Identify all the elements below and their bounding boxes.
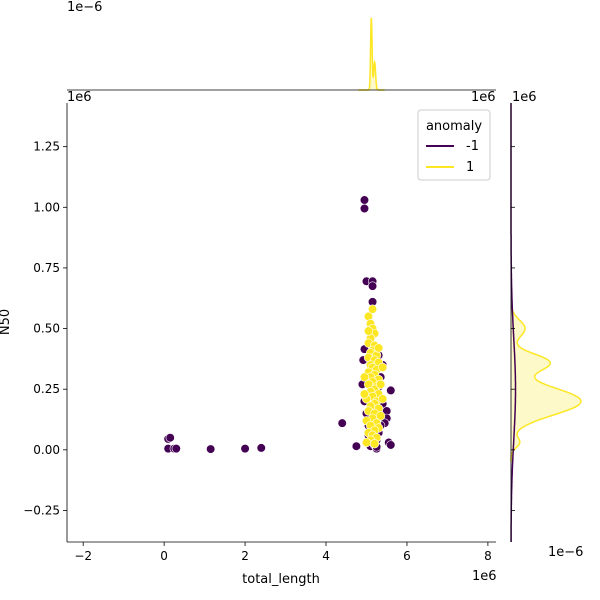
scatter-point-anomaly	[386, 440, 396, 450]
scatter-point-anomaly	[256, 443, 266, 453]
marginal-y-scale-label: 1e−6	[548, 545, 583, 560]
scatter-point-anomaly	[367, 281, 378, 291]
scatter-point-anomaly	[337, 418, 347, 428]
x-axis-label: total_length	[242, 572, 320, 587]
legend-label-anomaly: -1	[466, 139, 479, 154]
marginal-x-scale-label: 1e−6	[67, 0, 102, 15]
x-tick-label: 8	[484, 549, 492, 563]
y-tick-label: 0.25	[33, 382, 60, 396]
y-tick-label: 0.75	[33, 261, 60, 275]
scatter-point-normal	[376, 379, 386, 389]
x-scale-label: 1e6	[472, 569, 497, 584]
legend-label-normal: 1	[466, 160, 474, 175]
y-scale-label-right: 1e6	[471, 90, 496, 105]
scatter-point-anomaly	[206, 444, 216, 454]
scatter-point-normal	[374, 343, 384, 353]
scatter-point-normal	[367, 304, 378, 314]
scatter-point-anomaly	[386, 385, 396, 396]
y-tick-label: 0.50	[33, 322, 60, 336]
y-axis-label: N50	[0, 309, 13, 335]
legend-title: anomaly	[426, 119, 482, 134]
scatter-point-normal	[359, 389, 370, 399]
scatter-point-normal	[359, 372, 370, 382]
scatter-point-normal	[378, 394, 388, 404]
x-tick-label: −2	[74, 549, 92, 563]
x-tick-label: 2	[241, 549, 249, 563]
scatter-points	[163, 195, 396, 454]
scatter-point-normal	[363, 326, 374, 336]
x-tick-label: 0	[160, 549, 168, 563]
y-scale-label: 1e6	[67, 90, 92, 105]
scatter-point-anomaly	[171, 444, 181, 454]
x-axis-ticks: −2 0 2 4 6 8	[74, 542, 492, 563]
scatter-point-anomaly	[359, 195, 370, 205]
marginal-y-density-line	[510, 305, 582, 462]
y-tick-label: 0.00	[33, 443, 60, 457]
x-tick-label: 4	[322, 549, 330, 563]
scatter-point-normal	[378, 362, 388, 372]
marginal-y-density-fill	[511, 305, 581, 462]
y-tick-label: −0.25	[23, 503, 60, 517]
main-scatter-plot: −2 0 2 4 6 8 −0.25 0.00 0.25 0.50 0.75 1.00 1.25 1e…	[0, 90, 515, 587]
marginal-x-plot: 1e−6	[67, 0, 496, 91]
scatter-point-anomaly	[165, 433, 175, 443]
scatter-point-anomaly	[351, 441, 361, 451]
scatter-point-anomaly	[240, 444, 250, 454]
x-tick-label: 6	[403, 549, 411, 563]
scatter-point-anomaly	[359, 203, 370, 214]
marginal-y-scale-label-top: 1e6	[512, 90, 537, 105]
scatter-point-normal	[361, 437, 372, 448]
legend: anomaly -1 1	[417, 109, 491, 181]
y-tick-label: 1.25	[33, 140, 60, 154]
scatter-point-normal	[369, 439, 380, 449]
y-axis-ticks: −0.25 0.00 0.25 0.50 0.75 1.00 1.25	[23, 140, 515, 517]
y-tick-label: 1.00	[33, 200, 60, 214]
marginal-y-plot: 1e6 1e−6	[510, 90, 583, 560]
